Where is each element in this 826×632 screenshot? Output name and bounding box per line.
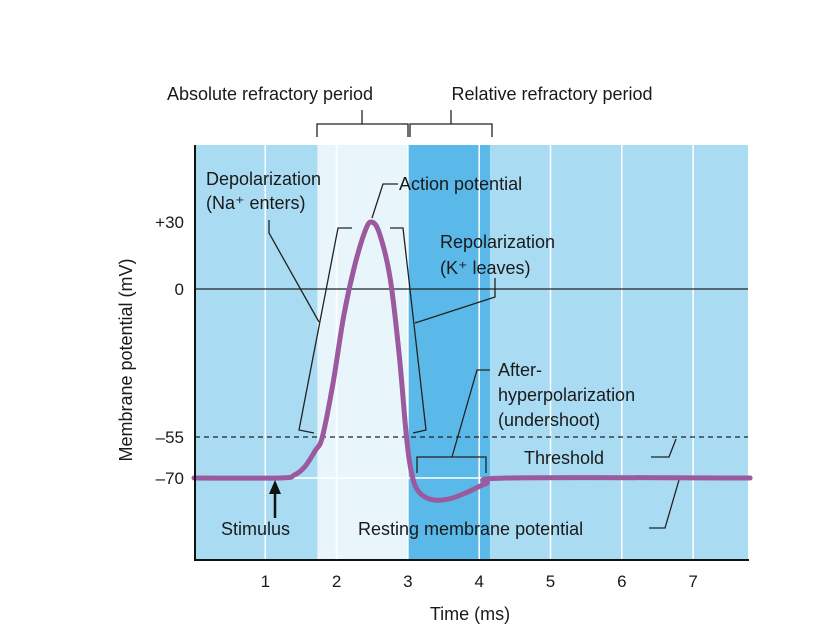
x-tick-label: 7 <box>688 572 697 591</box>
resting-leader <box>649 479 680 529</box>
threshold-leader <box>651 438 677 458</box>
x-tick-label: 1 <box>261 572 270 591</box>
region-absolute-refractory <box>317 145 408 559</box>
y-tick-label: –70 <box>156 469 184 488</box>
repolarization-bracket <box>390 227 427 434</box>
y-axis-title: Membrane potential (mV) <box>116 258 136 461</box>
action-potential-label: Action potential <box>399 174 522 194</box>
threshold-label: Threshold <box>524 448 604 468</box>
after-hyperpolarization-label: After- <box>498 360 542 380</box>
membrane-potential-curve <box>191 219 753 503</box>
depolarization-sublabel: (Na⁺ enters) <box>206 193 306 213</box>
after-hyperpolarization-bracket <box>416 456 487 473</box>
absolute-refractory-bracket <box>316 123 409 137</box>
x-tick-label: 3 <box>403 572 412 591</box>
y-tick-label: –55 <box>156 428 184 447</box>
y-tick-label: 0 <box>175 280 184 299</box>
x-tick-label: 4 <box>474 572 483 591</box>
after-hyperpolarization-label-3: (undershoot) <box>498 410 600 430</box>
depolarization-bracket <box>298 227 352 434</box>
repolarization-label: Repolarization <box>440 232 555 252</box>
after-hyperpolarization-label-2: hyperpolarization <box>498 385 635 405</box>
x-tick-labels: 1 2 3 4 5 6 7 <box>261 572 698 591</box>
resting-label: Resting membrane potential <box>358 519 583 539</box>
x-axis-title: Time (ms) <box>430 604 510 624</box>
action-potential-leader <box>371 183 398 219</box>
stimulus-label: Stimulus <box>221 519 290 539</box>
relative-refractory-label: Relative refractory period <box>451 84 652 104</box>
depolarization-leader <box>268 220 320 323</box>
y-tick-labels: +30 0 –55 –70 <box>155 213 184 488</box>
after-hyperpolarization-leader <box>451 369 490 458</box>
depolarization-label: Depolarization <box>206 169 321 189</box>
absolute-refractory-label: Absolute refractory period <box>167 84 373 104</box>
repolarization-leader <box>414 278 496 324</box>
x-tick-label: 5 <box>546 572 555 591</box>
stimulus-arrow-head <box>269 480 281 494</box>
x-tick-label: 2 <box>332 572 341 591</box>
repolarization-sublabel: (K⁺ leaves) <box>440 258 531 278</box>
relative-refractory-bracket <box>409 123 493 137</box>
time-gridlines <box>264 145 694 559</box>
x-tick-label: 6 <box>617 572 626 591</box>
y-tick-label: +30 <box>155 213 184 232</box>
